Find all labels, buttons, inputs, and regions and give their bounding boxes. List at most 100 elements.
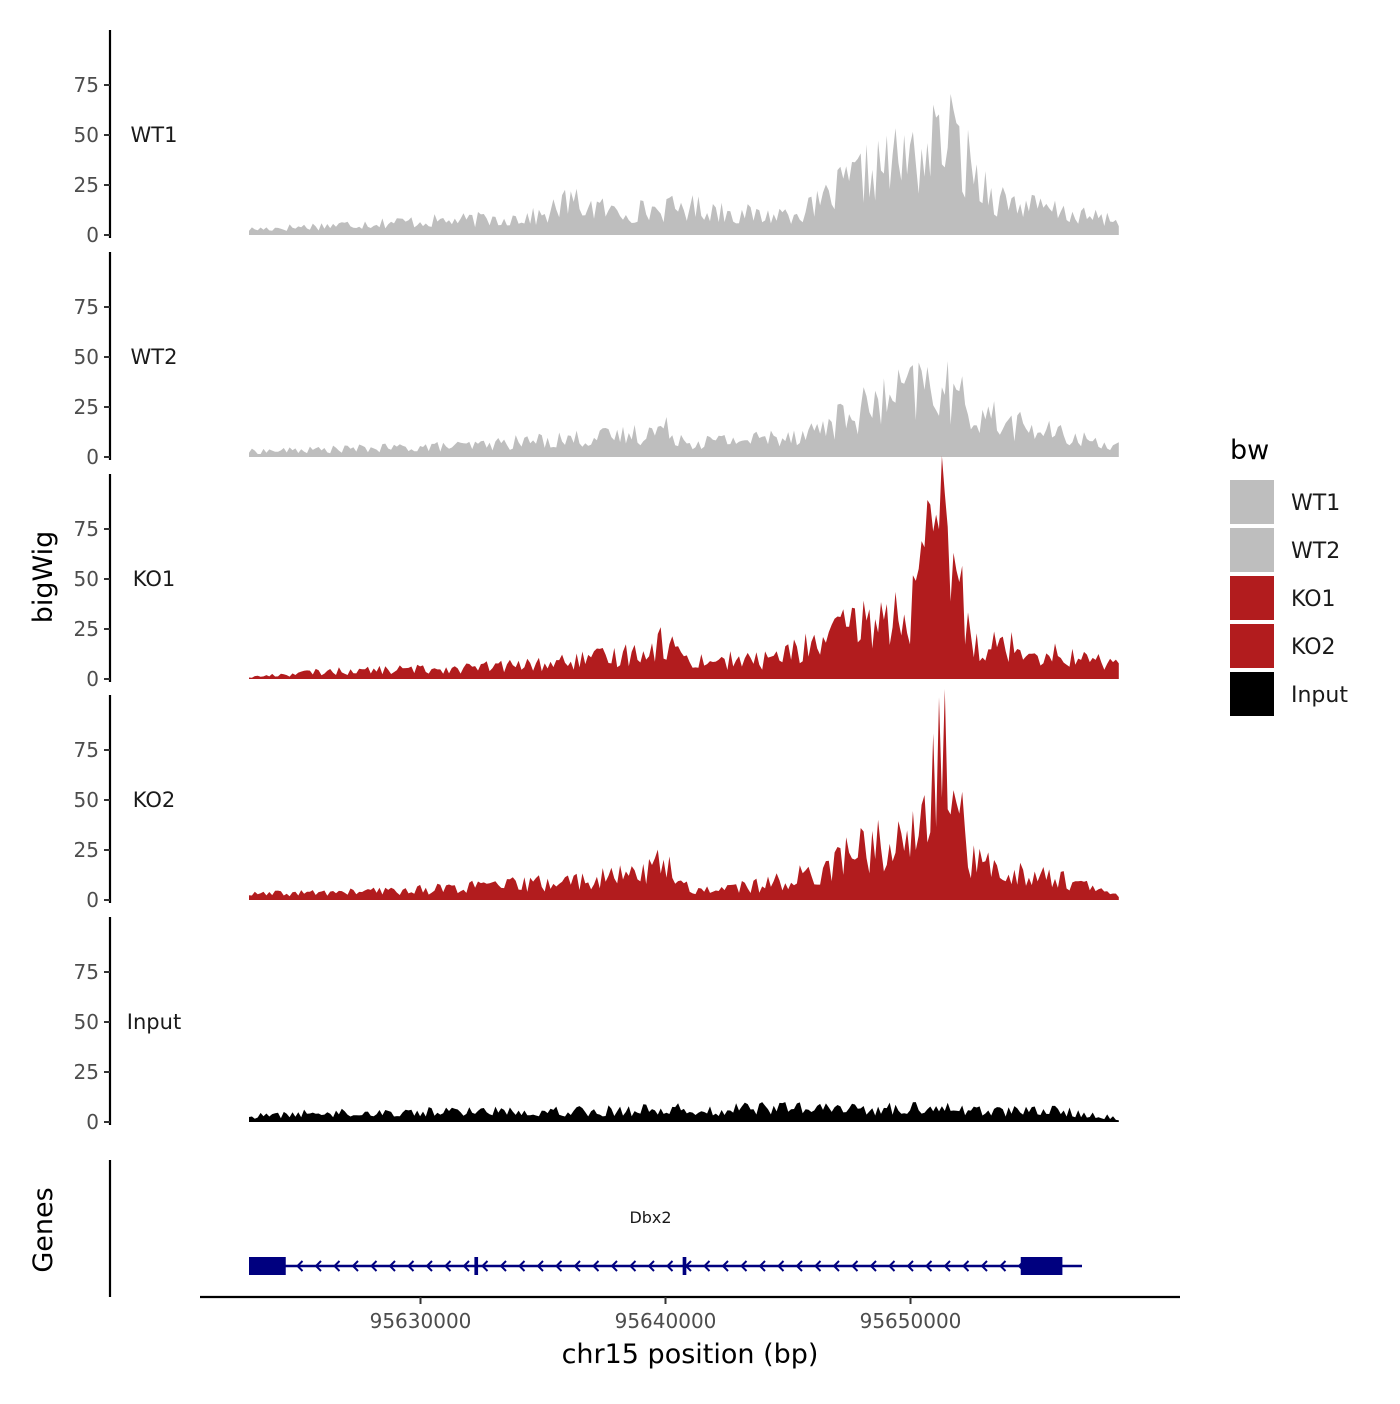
legend-key-input <box>1230 672 1274 716</box>
strand-chevron <box>666 1260 674 1272</box>
strand-chevron <box>999 1260 1007 1272</box>
y-tick-label: 25 <box>74 1060 99 1084</box>
strand-chevron <box>814 1260 822 1272</box>
strand-chevron <box>703 1260 711 1272</box>
track-label-ko1: KO1 <box>133 567 176 591</box>
y-tick-label: 50 <box>74 1010 99 1034</box>
strand-chevron <box>462 1260 470 1272</box>
y-tick-label: 75 <box>74 295 99 319</box>
y-tick-label: 75 <box>74 73 99 97</box>
y-tick-label: 25 <box>74 838 99 862</box>
strand-chevron <box>777 1260 785 1272</box>
legend-key-wt2 <box>1230 528 1274 572</box>
track-wt1: 0 25 50 75 WT1 <box>74 30 1119 247</box>
legend-label-ko2: KO2 <box>1291 635 1336 660</box>
y-tick-label: 50 <box>74 788 99 812</box>
y-tick-label: 25 <box>74 617 99 641</box>
strand-chevron <box>869 1260 877 1272</box>
legend-key-wt1 <box>1230 480 1274 524</box>
track-label-input: Input <box>127 1010 181 1034</box>
y-axis-title: bigWig <box>28 531 59 624</box>
y-tick-label: 75 <box>74 738 99 762</box>
track-input: 0 25 50 75 Input <box>74 917 1119 1134</box>
coverage-area-wt1 <box>249 93 1119 236</box>
coverage-area-wt2 <box>249 361 1119 457</box>
strand-chevron <box>555 1260 563 1272</box>
x-tick-label: 95650000 <box>860 1309 962 1333</box>
legend-label-ko1: KO1 <box>1291 587 1336 612</box>
strand-chevron <box>721 1260 729 1272</box>
strand-chevron <box>592 1260 600 1272</box>
x-tick-label: 95640000 <box>615 1309 717 1333</box>
legend-key-ko1 <box>1230 576 1274 620</box>
gene-exon <box>474 1257 479 1275</box>
gene-panel: Dbx2 <box>108 1160 1082 1297</box>
strand-chevron <box>314 1260 322 1272</box>
strand-chevron <box>629 1260 637 1272</box>
track-label-wt2: WT2 <box>131 345 178 369</box>
legend-label-wt2: WT2 <box>1291 539 1340 564</box>
strand-chevron <box>296 1260 304 1272</box>
y-tick-label: 50 <box>74 345 99 369</box>
track-ko1: 0 25 50 75 KO1 <box>74 455 1119 691</box>
strand-chevron <box>980 1260 988 1272</box>
y-tick-label: 25 <box>74 395 99 419</box>
legend-label-wt1: WT1 <box>1291 491 1340 516</box>
coverage-area-ko1 <box>249 455 1119 679</box>
legend-title: bw <box>1230 435 1269 466</box>
gene-exon <box>682 1257 687 1275</box>
y-tick-label: 50 <box>74 123 99 147</box>
track-label-ko2: KO2 <box>133 788 176 812</box>
strand-chevron <box>536 1260 544 1272</box>
gene-exon <box>249 1257 286 1275</box>
strand-chevron <box>851 1260 859 1272</box>
strand-chevron <box>943 1260 951 1272</box>
strand-chevron <box>925 1260 933 1272</box>
strand-chevron <box>962 1260 970 1272</box>
strand-chevron <box>481 1260 489 1272</box>
strand-chevron <box>370 1260 378 1272</box>
y-tick-label: 0 <box>86 667 99 691</box>
y-tick-label: 25 <box>74 173 99 197</box>
x-tick-label: 95630000 <box>370 1309 472 1333</box>
track-label-wt1: WT1 <box>131 123 178 147</box>
strand-chevron <box>388 1260 396 1272</box>
legend-key-ko2 <box>1230 624 1274 668</box>
track-panels: 0 25 50 75 WT1 0 25 50 75 WT2 0 25 50 75 KO1 0 25 50 75 KO2… <box>74 30 1119 1134</box>
strand-chevron <box>610 1260 618 1272</box>
strand-chevron <box>499 1260 507 1272</box>
gene-exon <box>1020 1257 1063 1275</box>
strand-chevron <box>888 1260 896 1272</box>
strand-chevron <box>518 1260 526 1272</box>
x-axis: 95630000 95640000 95650000 <box>200 1295 1180 1333</box>
strand-chevron <box>573 1260 581 1272</box>
y-tick-label: 75 <box>74 960 99 984</box>
strand-chevron <box>407 1260 415 1272</box>
strand-chevron <box>740 1260 748 1272</box>
strand-chevron <box>333 1260 341 1272</box>
y-tick-label: 0 <box>86 1110 99 1134</box>
gene-panel-title: Genes <box>28 1187 59 1272</box>
strand-chevron <box>795 1260 803 1272</box>
strand-chevron <box>444 1260 452 1272</box>
strand-chevron <box>832 1260 840 1272</box>
gene-name-label: Dbx2 <box>629 1208 671 1227</box>
y-tick-label: 0 <box>86 888 99 912</box>
strand-chevron <box>758 1260 766 1272</box>
y-tick-label: 0 <box>86 445 99 469</box>
y-tick-label: 50 <box>74 567 99 591</box>
track-wt2: 0 25 50 75 WT2 <box>74 252 1119 469</box>
track-ko2: 0 25 50 75 KO2 <box>74 689 1119 912</box>
legend: bw WT1 WT2 KO1 KO2 Input <box>1230 435 1348 716</box>
legend-label-input: Input <box>1291 683 1348 708</box>
coverage-area-input <box>249 1102 1119 1122</box>
strand-chevron <box>647 1260 655 1272</box>
y-tick-label: 0 <box>86 223 99 247</box>
strand-chevron <box>351 1260 359 1272</box>
x-axis-title: chr15 position (bp) <box>562 1339 819 1370</box>
y-tick-label: 75 <box>74 517 99 541</box>
strand-chevron <box>906 1260 914 1272</box>
coverage-area-ko2 <box>249 689 1119 900</box>
